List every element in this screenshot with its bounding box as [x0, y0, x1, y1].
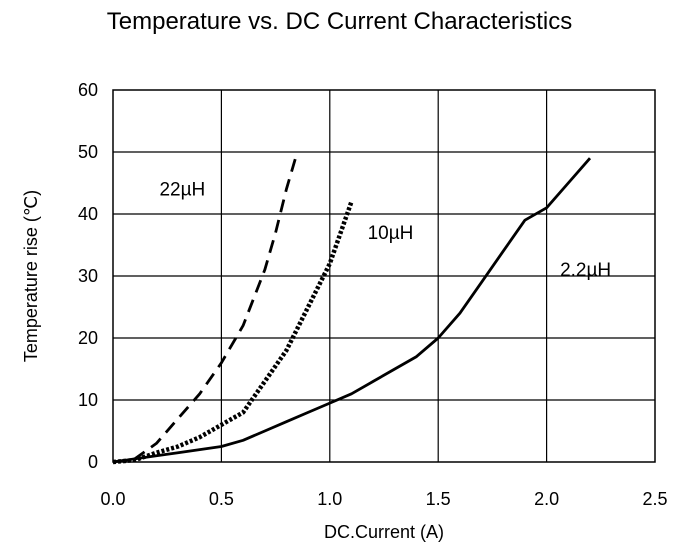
series-label-3: 2.2µH: [560, 260, 611, 281]
x-axis-label: DC.Current (A): [324, 522, 444, 542]
y-tick-label: 30: [78, 266, 98, 286]
series-line-1: [112, 151, 299, 464]
y-tick-label: 0: [88, 452, 98, 472]
y-tick-label: 50: [78, 142, 98, 162]
x-tick-label: 1.5: [426, 489, 451, 509]
y-tick-label: 60: [78, 80, 98, 100]
y-tick-label: 20: [78, 328, 98, 348]
series-labels: 22µH 10µH 2.2µH: [159, 179, 611, 281]
y-axis-label: Temperature rise (℃): [21, 190, 41, 362]
series-line-3: [112, 157, 592, 464]
horizontal-gridlines: [113, 151, 655, 401]
series-line-2: [112, 200, 354, 465]
series-label-1: 22µH: [159, 179, 205, 200]
x-tick-label: 2.0: [534, 489, 559, 509]
x-tick-label: 1.0: [317, 489, 342, 509]
plot-area-frame: [112, 89, 656, 463]
x-tick-label: 2.5: [642, 489, 667, 509]
x-tick-label: 0.0: [100, 489, 125, 509]
series-label-2: 10µH: [368, 223, 414, 244]
y-tick-label: 10: [78, 390, 98, 410]
y-tick-label: 40: [78, 204, 98, 224]
x-tick-labels: 0.0 0.5 1.0 1.5 2.0 2.5: [100, 489, 667, 509]
y-tick-labels: 0 10 20 30 40 50 60: [78, 80, 98, 472]
x-tick-label: 0.5: [209, 489, 234, 509]
series-lines: [112, 151, 592, 465]
chart-title: Temperature vs. DC Current Characteristi…: [106, 8, 573, 35]
